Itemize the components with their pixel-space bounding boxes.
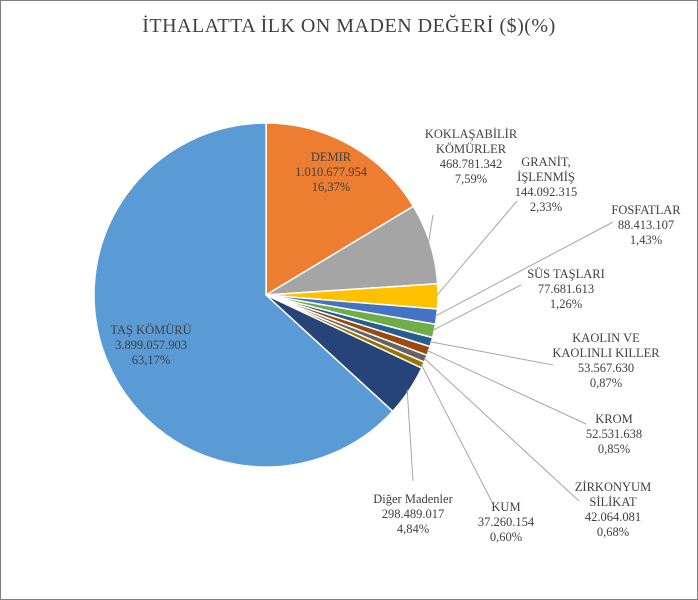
data-label-koklaşabi̇li̇r-kömürler: KOKLAŞABİLİR KÖMÜRLER 468.781.342 7,59% [425, 127, 518, 186]
data-label-süs-taşlari: SÜS TAŞLARI 77.681.613 1,26% [527, 267, 605, 311]
chart-title: İTHALATTA İLK ON MADEN DEĞERİ ($)(%) [142, 15, 556, 37]
leader-line-krom [426, 349, 587, 425]
leader-line-süs-taşlari [432, 284, 522, 331]
data-label-krom: KROM 52.531.638 0,85% [586, 412, 642, 456]
leader-line-fosfatlar [434, 221, 614, 317]
leader-line-grani̇t-i̇şlenmi̇ş [435, 200, 518, 297]
data-label-fosfatlar: FOSFATLAR 88.413.107 1,43% [611, 203, 681, 247]
leader-line-zi̇rkonyum-si̇li̇kat [423, 357, 580, 502]
data-label-demi̇r: DEMIR 1.010.677.954 16,37% [295, 150, 368, 194]
data-label-kum: KUM 37.260.154 0,60% [478, 500, 535, 544]
leader-line-kum [420, 364, 494, 505]
data-label-grani̇t-i̇şlenmi̇ş: GRANİT, İŞLENMİŞ 144.092.315 2,33% [515, 155, 578, 214]
pie-slice-taş-kömürü [93, 122, 394, 468]
data-label-kaoli̇n-ve-kaoli̇nli̇-ki̇ller: KAOLIN VE KAOLINLI KILLER 53.567.630 0,87% [552, 331, 660, 390]
leader-line-diğer-madenler [406, 389, 414, 482]
data-label-taş-kömürü: TAŞ KÖMÜRÜ 3.899.057.903 63,17% [110, 323, 191, 367]
leader-line-koklaşabi̇li̇r-kömürler [427, 214, 434, 245]
leader-line-kaoli̇n-ve-kaoli̇nli̇-ki̇ller [429, 341, 554, 366]
data-label-diğer-madenler: Diğer Madenler 298.489.017 4,84% [373, 492, 453, 536]
pie-slice-demi̇r [265, 122, 415, 297]
data-label-zi̇rkonyum-si̇li̇kat: ZİRKONYUM SİLİKAT 42.064.081 0,68% [575, 480, 651, 539]
